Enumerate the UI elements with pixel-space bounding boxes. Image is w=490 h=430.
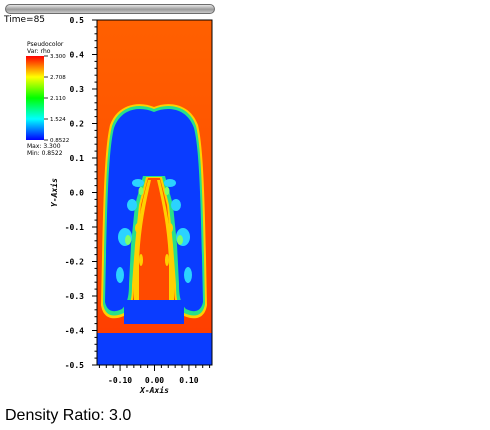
density-ratio-caption: Density Ratio: 3.0 bbox=[5, 407, 132, 424]
y-tick-label: 0.2 bbox=[70, 120, 85, 129]
vortex-edges bbox=[135, 223, 173, 266]
y-tick-label: -0.2 bbox=[65, 258, 84, 267]
legend-title: Pseudocolor Var: rho bbox=[27, 41, 63, 55]
colorbar-tick-label: 2.708 bbox=[50, 75, 66, 81]
x-tick-label: 0.00 bbox=[145, 376, 164, 385]
colorbar bbox=[26, 56, 44, 140]
y-axis: 0.5 0.4 0.3 0.2 0.1 0.0 -0.1 -0.2 -0.3 -0.4 -0.5 Y-… bbox=[49, 16, 97, 370]
legend-plot-type: Pseudocolor bbox=[27, 41, 64, 48]
spike-base bbox=[124, 300, 184, 324]
x-tick-label: 0.10 bbox=[179, 376, 198, 385]
y-tick-label: -0.1 bbox=[65, 223, 84, 232]
y-tick-label: 0.5 bbox=[70, 16, 85, 25]
legend-min-max: Max: 3.300 Min: 0.8522 bbox=[27, 143, 63, 157]
y-tick-label: -0.3 bbox=[65, 292, 84, 301]
x-axis: -0.10 0.00 0.10 X-Axis bbox=[98, 365, 211, 395]
legend-max: Max: 3.300 bbox=[27, 143, 61, 150]
y-tick-label: -0.4 bbox=[65, 327, 84, 336]
vortex-cores bbox=[125, 187, 183, 245]
window-title-bar[interactable] bbox=[5, 4, 215, 14]
colorbar-ticks: 3.300 2.708 2.110 1.524 0.8522 bbox=[44, 54, 69, 144]
y-tick-label: 0.4 bbox=[70, 51, 85, 60]
x-tick-label: -0.10 bbox=[108, 376, 132, 385]
y-axis-title: Y-Axis bbox=[49, 178, 59, 207]
colorbar-tick-label: 1.524 bbox=[50, 117, 66, 123]
x-axis-title: X-Axis bbox=[139, 385, 169, 395]
y-tick-label: -0.5 bbox=[65, 361, 84, 370]
colorbar-tick-label: 2.110 bbox=[50, 96, 66, 102]
central-spike bbox=[137, 178, 171, 318]
colorbar-tick-label: 0.8522 bbox=[50, 138, 69, 144]
light-fluid-layer bbox=[97, 333, 212, 365]
y-tick-label: 0.0 bbox=[70, 189, 85, 198]
vortex-features bbox=[116, 179, 192, 283]
y-tick-label: 0.3 bbox=[70, 85, 85, 94]
y-tick-label: 0.1 bbox=[70, 154, 85, 163]
time-label: Time=85 bbox=[4, 15, 46, 25]
central-spike-edge bbox=[134, 180, 174, 309]
density-field bbox=[97, 20, 212, 365]
bubble-interior bbox=[105, 109, 203, 312]
legend-variable: Var: rho bbox=[27, 48, 51, 55]
legend-min: Min: 0.8522 bbox=[27, 150, 63, 157]
colorbar-tick-label: 3.300 bbox=[50, 54, 66, 60]
